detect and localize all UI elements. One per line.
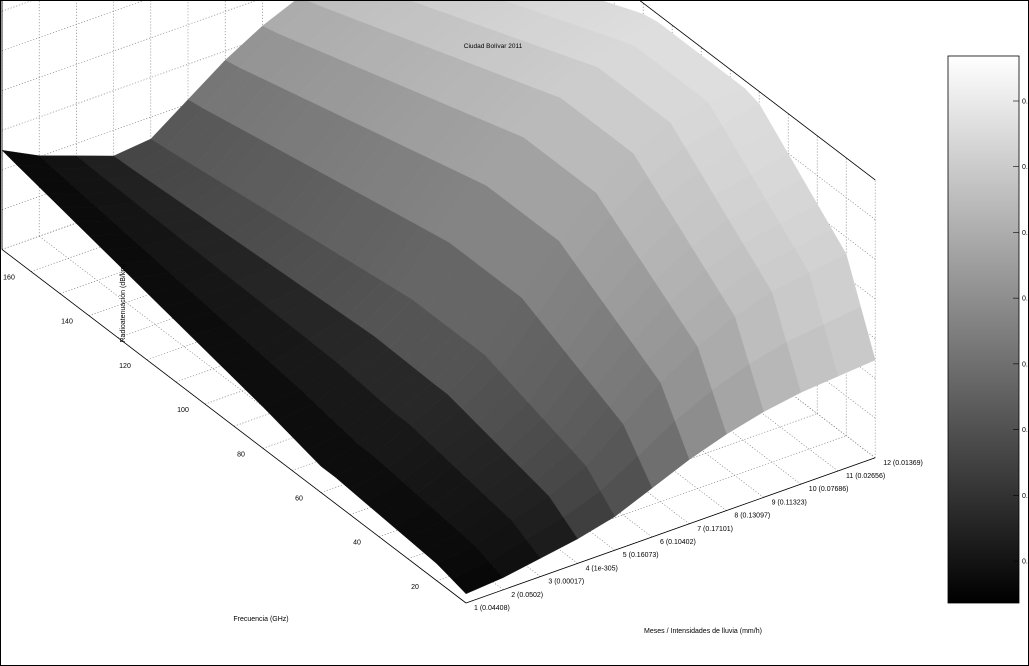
chart-title: Ciudad Bolívar 2011	[464, 43, 523, 50]
grid-line	[1, 1, 368, 131]
grid-line	[1, 1, 256, 91]
y-axis-line	[1, 249, 467, 604]
colorbar-tick-label: 0.4	[1022, 99, 1028, 106]
colorbar-ticks: 0.4 0.35 0.3 0.25 0.2 0.15 0.1 0.05	[1013, 99, 1028, 566]
y-tick-label: 100	[177, 407, 189, 414]
colorbar-gradient	[947, 55, 1020, 604]
y-tick-label: 160	[3, 275, 15, 282]
colorbar-tick-label: 0.3	[1022, 230, 1028, 237]
x-tick-label: 4 (1e-305)	[586, 565, 618, 572]
colorbar-tick-label: 0.35	[1022, 164, 1028, 171]
colorbar: 0.4 0.35 0.3 0.25 0.2 0.15 0.1 0.05	[947, 55, 1028, 604]
colorbar-tick-label: 0.25	[1022, 296, 1028, 303]
x-tick-label: 10 (0.07686)	[809, 486, 849, 493]
axes-layer: 1 (0.04408)2 (0.0502) 3 (0.00017)4 (1e-30…	[1, 1, 923, 612]
y-tick-label: 120	[119, 363, 131, 370]
x-axis-line	[465, 457, 876, 604]
x-tick-label: 8 (0.13097)	[734, 513, 770, 520]
y-tick-label: 60	[295, 496, 303, 503]
x-axis-label: Meses / Intensidades de lluvia (mm/h)	[644, 628, 762, 635]
colorbar-tick-label: 0.1	[1022, 493, 1028, 500]
surface-layer	[1, 1, 876, 595]
y-tick-label: 20	[411, 584, 419, 591]
x-tick-label: 11 (0.02656)	[846, 473, 885, 480]
x-tick-label: 1 (0.04408)	[474, 605, 510, 612]
x-tick-label: 7 (0.17101)	[697, 526, 733, 533]
x-tick-label: 5 (0.16073)	[623, 552, 659, 559]
back-wall-top	[639, 1, 876, 181]
colorbar-tick-label: 0.05	[1022, 559, 1028, 566]
x-tick-label: 12 (0.01369)	[883, 460, 923, 467]
x-tick-label: 6 (0.10402)	[660, 539, 696, 546]
x-tick-label: 2 (0.0502)	[511, 592, 543, 599]
z-axis-label: Radioatenuación (dB/km)	[120, 264, 127, 343]
y-tick-label: 40	[353, 540, 361, 547]
surface-patch	[451, 561, 504, 595]
y-axis-label: Frecuencia (GHz)	[233, 616, 288, 623]
grid-line	[1, 1, 144, 52]
x-tick-label: 3 (0.00017)	[548, 579, 584, 586]
y-tick-label: 140	[61, 319, 73, 326]
colorbar-tick-label: 0.15	[1022, 427, 1028, 434]
colorbar-tick-label: 0.2	[1022, 361, 1028, 368]
y-tick-label: 80	[237, 451, 245, 458]
x-tick-label: 9 (0.11323)	[772, 499, 807, 506]
